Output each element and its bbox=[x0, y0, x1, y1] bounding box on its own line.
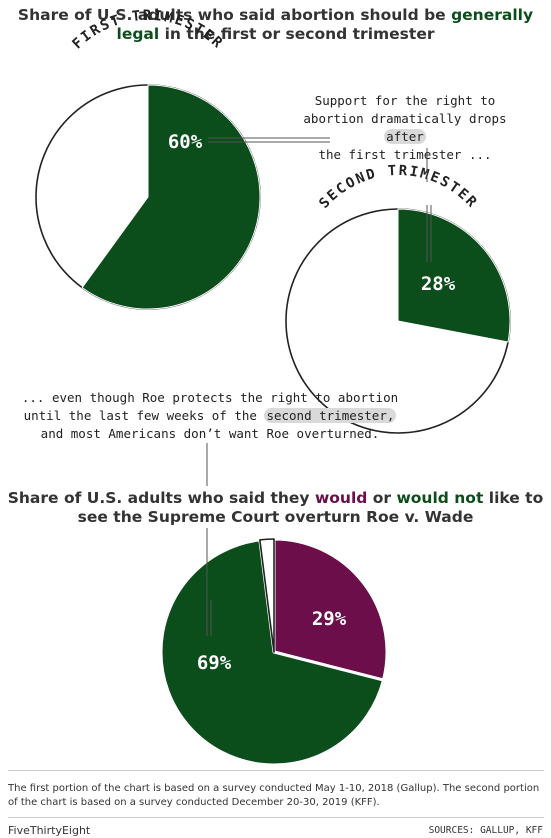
annotation-drop-line2: abortion dramatically drops after bbox=[303, 111, 507, 144]
footer-rule-top bbox=[8, 770, 544, 771]
slice-no-answer bbox=[259, 538, 275, 653]
annotation-roe-line2: until the last few weeks of the second t… bbox=[23, 408, 397, 423]
sources: SOURCES: GALLUP, KFF bbox=[428, 825, 543, 836]
pie-overturn-roe bbox=[159, 537, 389, 767]
chart1-title: Share of U.S. adults who said abortion s… bbox=[17, 6, 534, 43]
highlight-second-trimester: second trimester, bbox=[264, 408, 397, 423]
annotation-drop-line1: Support for the right to bbox=[314, 93, 496, 108]
connector-first-to-note bbox=[208, 137, 330, 143]
second-trimester-title-path: SECOND TRIMESTER bbox=[316, 163, 478, 212]
annotation-drop: Support for the right to abortion dramat… bbox=[285, 92, 525, 164]
connector-note-to-69 bbox=[206, 443, 212, 636]
pie-first-trimester bbox=[35, 84, 261, 310]
brand-name: FiveThirtyEight bbox=[8, 824, 91, 837]
pie-second-trimester bbox=[285, 208, 511, 434]
highlight-after: after bbox=[384, 129, 426, 144]
connector-note-to-second bbox=[426, 148, 432, 262]
annotation-roe: ... even though Roe protects the right t… bbox=[20, 389, 400, 443]
chart2-title: Share of U.S. adults who said they would… bbox=[7, 489, 544, 526]
label-28: 28% bbox=[421, 273, 456, 295]
label-29: 29% bbox=[312, 608, 347, 630]
annotation-roe-line1: ... even though Roe protects the right t… bbox=[21, 390, 399, 405]
annotation-drop-line3: the first trimester ... bbox=[318, 147, 492, 162]
label-60: 60% bbox=[168, 131, 203, 153]
first-trimester-title: FIRST TRIMESTER bbox=[69, 8, 226, 53]
slice-second-legal bbox=[397, 208, 511, 343]
label-69: 69% bbox=[197, 652, 232, 674]
second-trimester-title: SECOND TRIMESTER bbox=[316, 163, 480, 212]
slice-first-legal bbox=[81, 84, 261, 310]
slice-would-not bbox=[159, 538, 385, 767]
slice-would bbox=[272, 537, 389, 682]
footer-rule-bottom bbox=[8, 817, 544, 818]
first-trimester-title-path: FIRST TRIMESTER bbox=[69, 8, 224, 53]
footnote: The first portion of the chart is based … bbox=[8, 783, 540, 808]
annotation-roe-line3: and most Americans don’t want Roe overtu… bbox=[40, 426, 380, 441]
